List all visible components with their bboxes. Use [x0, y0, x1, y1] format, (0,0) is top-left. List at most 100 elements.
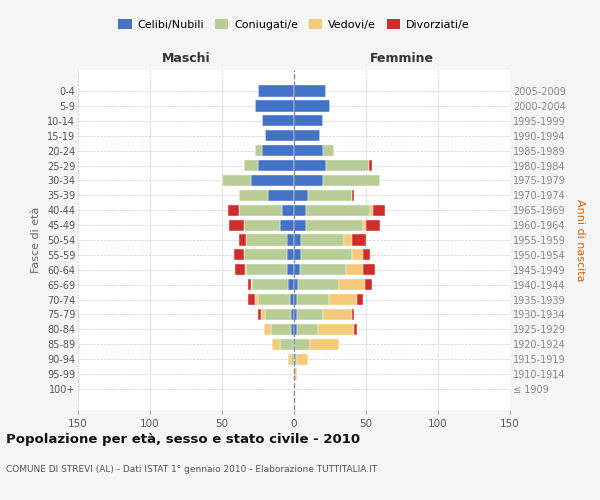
Bar [300, 264, 346, 276]
Bar [301, 234, 344, 246]
Bar [294, 250, 301, 260]
Bar [248, 294, 255, 305]
Bar [373, 204, 385, 216]
Bar [326, 160, 369, 171]
Bar [294, 160, 326, 171]
Text: COMUNE DI STREVI (AL) - Dati ISTAT 1° gennaio 2010 - Elaborazione TUTTITALIA.IT: COMUNE DI STREVI (AL) - Dati ISTAT 1° ge… [6, 466, 377, 474]
Bar [363, 250, 370, 260]
Bar [287, 264, 294, 276]
Bar [363, 220, 366, 230]
Bar [305, 204, 370, 216]
Bar [251, 175, 294, 186]
Bar [297, 354, 308, 365]
Bar [338, 279, 365, 290]
Bar [352, 234, 366, 246]
Bar [295, 338, 310, 350]
Bar [248, 279, 251, 290]
Bar [288, 354, 291, 365]
Bar [294, 100, 330, 112]
Bar [252, 279, 288, 290]
Bar [366, 220, 380, 230]
Bar [294, 234, 301, 246]
Bar [268, 190, 294, 201]
Bar [294, 384, 295, 394]
Bar [255, 294, 258, 305]
Bar [255, 145, 262, 156]
Bar [258, 86, 294, 96]
Bar [229, 220, 244, 230]
Bar [245, 264, 247, 276]
Bar [291, 309, 294, 320]
Bar [358, 294, 363, 305]
Bar [293, 338, 294, 350]
Y-axis label: Anni di nascita: Anni di nascita [575, 198, 585, 281]
Bar [308, 190, 352, 201]
Bar [261, 309, 265, 320]
Bar [272, 338, 280, 350]
Bar [294, 279, 298, 290]
Text: Maschi: Maschi [161, 52, 211, 65]
Bar [323, 309, 352, 320]
Bar [244, 160, 258, 171]
Bar [239, 190, 268, 201]
Bar [255, 100, 294, 112]
Bar [294, 86, 326, 96]
Bar [294, 324, 297, 335]
Bar [262, 115, 294, 126]
Text: Femmine: Femmine [370, 52, 434, 65]
Bar [262, 145, 294, 156]
Bar [271, 324, 291, 335]
Bar [291, 324, 294, 335]
Bar [293, 368, 294, 380]
Bar [264, 324, 271, 335]
Bar [298, 279, 338, 290]
Bar [222, 175, 251, 186]
Bar [344, 234, 352, 246]
Bar [239, 234, 247, 246]
Bar [294, 145, 323, 156]
Bar [228, 204, 239, 216]
Bar [247, 264, 287, 276]
Bar [265, 130, 294, 141]
Y-axis label: Fasce di età: Fasce di età [31, 207, 41, 273]
Bar [258, 294, 290, 305]
Bar [294, 175, 323, 186]
Bar [323, 175, 380, 186]
Bar [363, 264, 374, 276]
Bar [297, 309, 323, 320]
Bar [291, 354, 294, 365]
Bar [365, 279, 372, 290]
Bar [239, 204, 283, 216]
Bar [346, 264, 363, 276]
Bar [294, 130, 320, 141]
Bar [258, 309, 261, 320]
Bar [294, 204, 305, 216]
Bar [370, 204, 373, 216]
Bar [244, 250, 287, 260]
Bar [310, 338, 338, 350]
Bar [301, 250, 352, 260]
Bar [287, 234, 294, 246]
Bar [294, 368, 297, 380]
Bar [244, 220, 280, 230]
Bar [233, 250, 244, 260]
Bar [294, 115, 323, 126]
Bar [305, 220, 363, 230]
Bar [287, 250, 294, 260]
Bar [294, 338, 295, 350]
Bar [294, 264, 300, 276]
Bar [297, 294, 329, 305]
Bar [329, 294, 358, 305]
Bar [288, 279, 294, 290]
Bar [355, 324, 358, 335]
Bar [323, 145, 334, 156]
Bar [294, 190, 308, 201]
Bar [294, 220, 305, 230]
Bar [280, 338, 293, 350]
Bar [283, 204, 294, 216]
Bar [265, 309, 291, 320]
Bar [294, 294, 297, 305]
Bar [258, 160, 294, 171]
Bar [352, 309, 355, 320]
Bar [319, 324, 355, 335]
